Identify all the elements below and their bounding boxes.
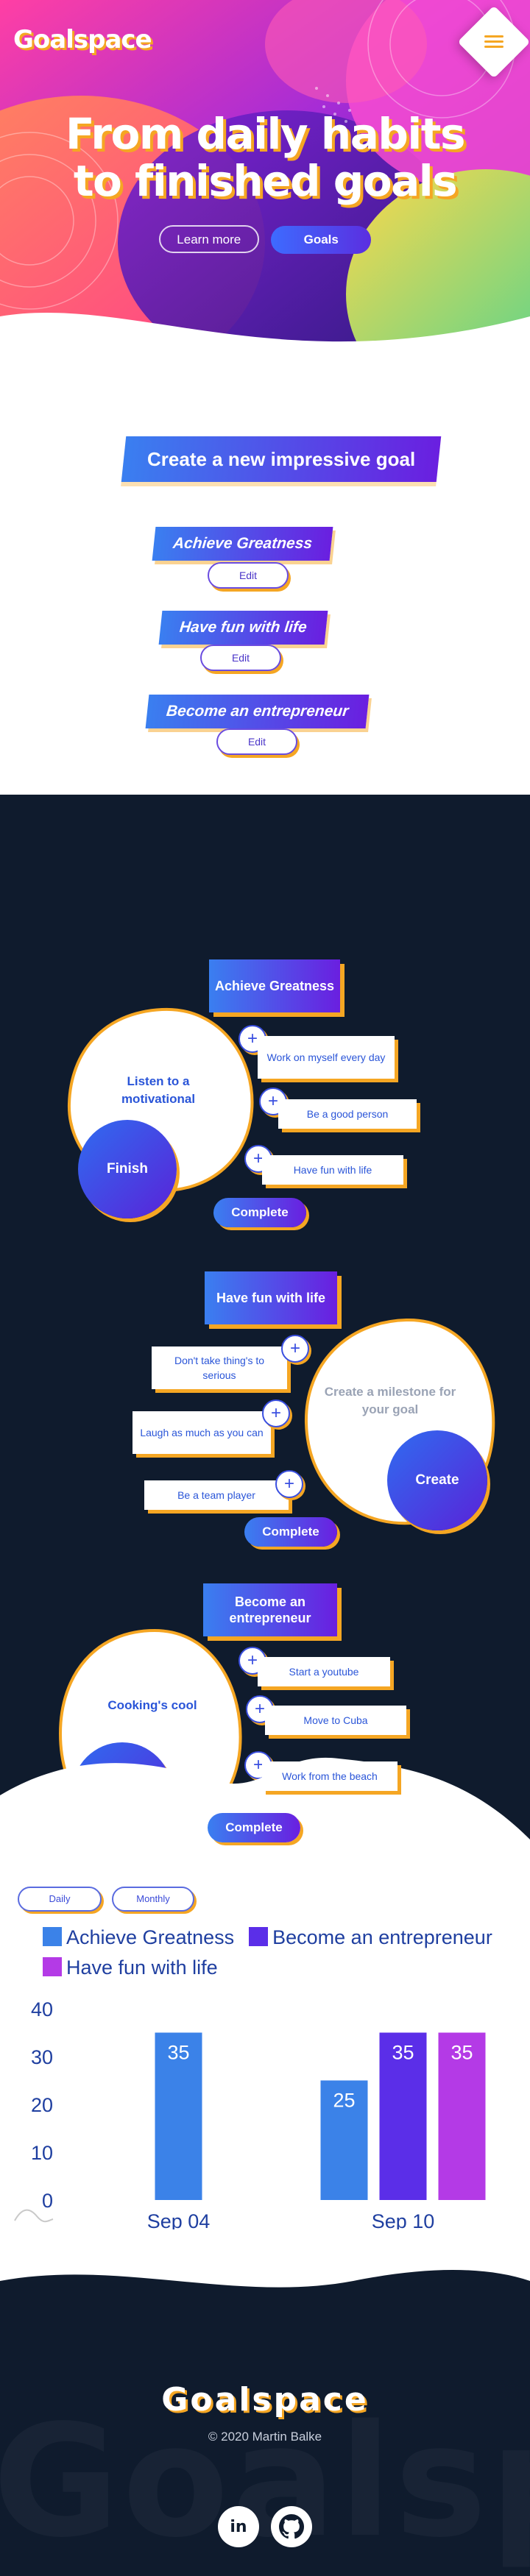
goal-blob-text: Create a milestone for your goal [324,1385,456,1416]
add-milestone-icon[interactable]: + [262,1399,290,1427]
complete-button[interactable]: Complete [208,1813,300,1842]
goal-chip[interactable]: Achieve Greatness [152,527,333,561]
legend-item[interactable]: Achieve Greatness [43,1926,234,1949]
monthly-toggle[interactable]: Monthly [112,1887,194,1912]
complete-button[interactable]: Complete [244,1517,337,1547]
goal-list-item: Become an entrepreneur [140,695,375,728]
goal-list-item: Have fun with life [140,611,346,645]
goal-card-title: Have fun with life [205,1271,337,1324]
milestone-item[interactable]: Start a youtube [258,1657,390,1686]
milestone-item[interactable]: Move to Cuba [265,1706,406,1735]
chart-bar [379,2032,427,2200]
y-tick-label: 0 [42,2190,53,2212]
hero-section: Goalspace From daily habits to finished … [0,0,530,368]
hero-buttons: Learn more Goals [0,225,530,254]
chart-decoration [14,2209,54,2223]
goal-blob-text: Listen to a motivational [121,1074,196,1106]
footer-watermark: Goalspace [0,2391,530,2572]
goals-button[interactable]: Goals [271,226,372,254]
y-tick-label: 40 [31,1998,53,2020]
goal-list-item: Achieve Greatness [147,527,339,561]
x-tick-label: Sep 04 [147,2210,211,2229]
hero-title-line-1: From daily habits [66,109,465,159]
y-tick-label: 30 [31,2046,53,2068]
daily-toggle[interactable]: Daily [18,1887,102,1912]
goal-blob-text: Cooking's cool [107,1698,197,1712]
x-tick-label: Sep 10 [372,2210,435,2229]
milestone-item[interactable]: Laugh as much as you can [132,1411,271,1454]
github-icon[interactable] [271,2506,312,2547]
milestone-item[interactable]: Have fun with life [262,1155,403,1185]
legend-label: Have fun with life [66,1956,218,1979]
edit-goal-button[interactable]: Edit [200,645,281,671]
bar-data-label: 35 [451,2042,473,2064]
copyright-text: © 2020 Martin Balke [208,2430,322,2444]
bar-data-label: 25 [333,2090,355,2112]
add-milestone-icon[interactable]: + [281,1335,309,1363]
chart-legend: Achieve Greatness Become an entrepreneur H… [43,1926,514,1987]
goal-chip[interactable]: Become an entrepreneur [145,695,370,728]
brand-logo[interactable]: Goalspace [13,25,152,54]
create-goal-button[interactable]: Create a new impressive goal [121,436,442,482]
create-milestone-button[interactable]: Create [387,1430,487,1530]
hero-background [0,0,530,368]
legend-swatch [43,1957,62,1976]
y-tick-label: 20 [31,2094,53,2116]
goal-chip[interactable]: Have fun with life [158,611,328,645]
chart-bar [320,2080,368,2200]
milestone-item[interactable]: Be a team player [144,1480,289,1510]
milestone-item-overlay[interactable]: Work from the beach [262,1761,398,1791]
legend-label: Become an entrepreneur [272,1926,492,1948]
legend-item[interactable]: Become an entrepreneur [249,1926,492,1949]
y-tick-label: 10 [31,2142,53,2164]
edit-goal-button[interactable]: Edit [216,728,297,755]
legend-swatch [249,1927,269,1946]
goal-progress-chart: 0 10 20 30 40 35 Sep 04 25 35 35 Sep 10 [0,1987,530,2232]
legend-item[interactable]: Have fun with life [43,1956,218,1979]
add-milestone-icon[interactable]: + [275,1470,303,1498]
footer-background [0,2270,530,2576]
bar-data-label: 35 [167,2042,189,2064]
complete-button[interactable]: Complete [213,1198,306,1227]
goal-card-title: Achieve Greatness [209,959,340,1012]
milestone-item[interactable]: Don't take thing's to serious [152,1346,287,1389]
finish-button[interactable]: Finish [78,1120,177,1218]
create-goal-label: Create a new impressive goal [146,448,416,470]
chart-bar [438,2032,486,2200]
milestone-item[interactable]: Be a good person [278,1099,417,1129]
hero-title-line-2: to finished goals [73,156,458,206]
hero-title: From daily habits to finished goals [0,110,530,205]
legend-label: Achieve Greatness [66,1926,235,1948]
bar-data-label: 35 [392,2042,414,2064]
chart-bar [155,2032,202,2200]
hamburger-icon [484,32,504,52]
edit-goal-button[interactable]: Edit [208,562,289,589]
footer-brand: Goalspace [161,2381,369,2419]
linkedin-icon[interactable]: in [218,2506,259,2547]
milestone-item[interactable]: Work on myself every day [258,1036,395,1079]
learn-more-button[interactable]: Learn more [158,225,259,253]
chart-svg: 0 10 20 30 40 35 Sep 04 25 35 35 Sep 10 [14,1998,486,2232]
goal-card-title: Become an entrepreneur [203,1583,337,1636]
legend-swatch [43,1927,62,1946]
